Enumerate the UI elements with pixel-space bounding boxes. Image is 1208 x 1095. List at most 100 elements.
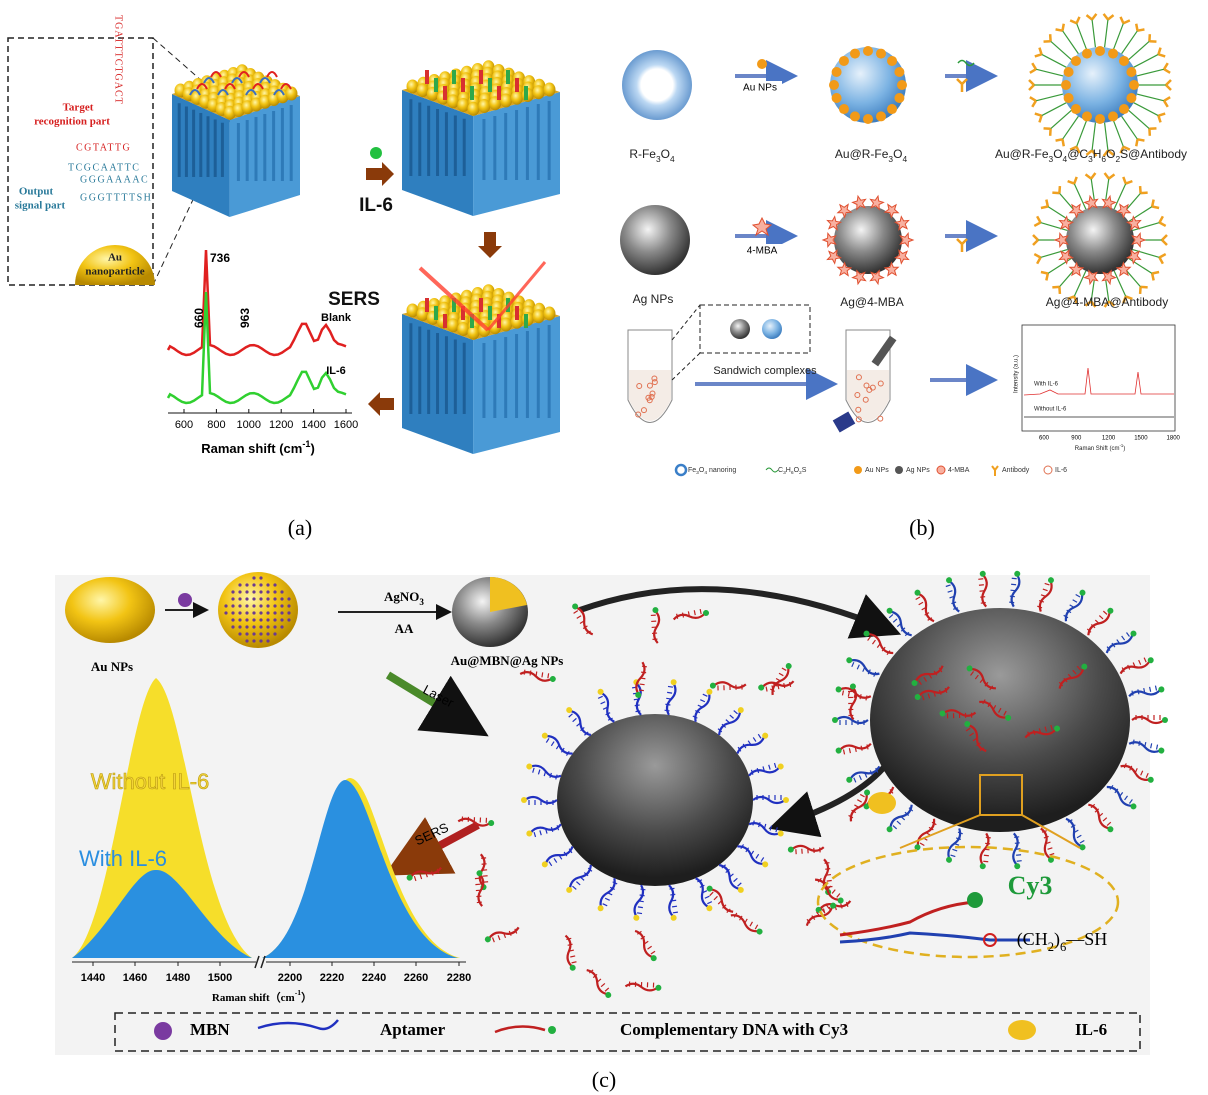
text-part: Au@R-Fe [995, 147, 1049, 161]
antibody [1164, 97, 1170, 107]
sequence: TGATTTCTGACT [113, 15, 124, 105]
legend-label: MBN [190, 1020, 230, 1039]
text-part: S [802, 467, 807, 474]
dna-bound [434, 78, 438, 92]
surface-dot [900, 233, 913, 246]
antibody [1041, 200, 1048, 208]
base [642, 666, 647, 667]
x-tick-label: 800 [207, 419, 225, 431]
arrow [478, 232, 502, 258]
antibody [1136, 139, 1144, 146]
surface-dot [897, 80, 907, 90]
gold-bump [457, 322, 469, 336]
x-axis-label: Raman Shift (cm-1) [1075, 443, 1125, 452]
text-part: AgNO [384, 589, 419, 604]
antibody-arm [1077, 23, 1087, 49]
base [827, 881, 832, 882]
figure: TGATTTCTGACTCGTATTGTCGCAATTCGGGAAAACGGGT… [0, 0, 1208, 1095]
surface-dot [850, 111, 860, 121]
sequence: TCGCAATTC [68, 162, 140, 173]
legend-icon [676, 465, 686, 475]
antibody [1166, 80, 1171, 90]
text-part: 4 [670, 154, 675, 164]
antibody-arm [1122, 116, 1138, 139]
antibody-arm [1113, 23, 1123, 49]
mbn-dot [245, 611, 248, 614]
base [666, 698, 671, 699]
reagent-label: AA [395, 621, 414, 636]
text-part: ) [310, 441, 314, 456]
mbn-dot [259, 590, 262, 593]
tip [521, 797, 527, 803]
mbn-dot [252, 611, 255, 614]
antibody [1149, 34, 1156, 41]
nanoparticle-label: Au [108, 252, 122, 264]
surface-dot [853, 196, 866, 209]
mbn-dot [266, 618, 269, 621]
chip [172, 64, 300, 217]
base [635, 705, 640, 706]
step-label: Sandwich complexes [713, 365, 817, 377]
surface-dot [832, 67, 842, 77]
mbn-dot [252, 590, 255, 593]
surface-dot [894, 67, 904, 77]
antibody [1136, 24, 1144, 31]
mbn-dot [238, 583, 241, 586]
surface-dot [894, 93, 904, 103]
gold-bump [407, 303, 419, 317]
linker [958, 61, 974, 66]
surface-dot [876, 111, 886, 121]
text-part: Fe [688, 467, 696, 474]
x-tick-label: 1440 [81, 972, 105, 984]
base [668, 686, 673, 687]
surface-dot [870, 271, 883, 284]
antibody-arm [1042, 54, 1067, 67]
text-part: Au@R-Fe [835, 147, 889, 161]
particle-label: Ag@4-MBA [840, 295, 904, 309]
dna-bound [470, 86, 474, 100]
antibody-arm [1077, 121, 1087, 147]
mbn-dot [287, 611, 290, 614]
legend-label: IL-6 [1055, 467, 1067, 474]
gold-bump [543, 83, 555, 97]
particle [762, 319, 782, 339]
antibody [1123, 177, 1132, 184]
surface-dot [870, 196, 883, 209]
base [1012, 578, 1017, 579]
dna-bound [425, 298, 429, 312]
cy3-dot [967, 892, 983, 908]
antibody [1041, 272, 1048, 280]
antibody [1056, 24, 1064, 31]
dna-bound [425, 70, 429, 84]
mbn-dot [266, 639, 269, 642]
mbn-dot [266, 604, 269, 607]
mbn-dot [231, 597, 234, 600]
dna-bound [524, 314, 528, 328]
mbn-dot [259, 597, 262, 600]
antibody [1105, 173, 1115, 179]
dna-bound [488, 306, 492, 320]
antibody [1140, 287, 1148, 294]
antibody [1121, 17, 1130, 23]
mbn-dot [259, 618, 262, 621]
legend-label: Antibody [1002, 467, 1030, 474]
mbn [178, 593, 192, 607]
mbn-dot [273, 632, 276, 635]
base [978, 579, 983, 580]
gold-bump [447, 94, 459, 108]
x-tick-label: 1400 [301, 419, 325, 431]
gold-bump [447, 318, 459, 332]
mbn-dot [238, 625, 241, 628]
antibody-arm [1128, 110, 1149, 129]
sequence: GGGAAAAC [80, 174, 149, 185]
text-part: H [1093, 147, 1102, 161]
antibody-arm [1092, 19, 1095, 47]
base [1151, 743, 1152, 748]
base [980, 591, 985, 592]
mbn-dot [266, 583, 269, 586]
base [670, 888, 675, 889]
surface-dot [832, 93, 842, 103]
antibody-arm [1063, 31, 1079, 54]
decorations: TGATTTCTGACTCGTATTGTCGCAATTCGGGAAAACGGGT… [8, 14, 1181, 1055]
gold-bump [437, 315, 449, 329]
